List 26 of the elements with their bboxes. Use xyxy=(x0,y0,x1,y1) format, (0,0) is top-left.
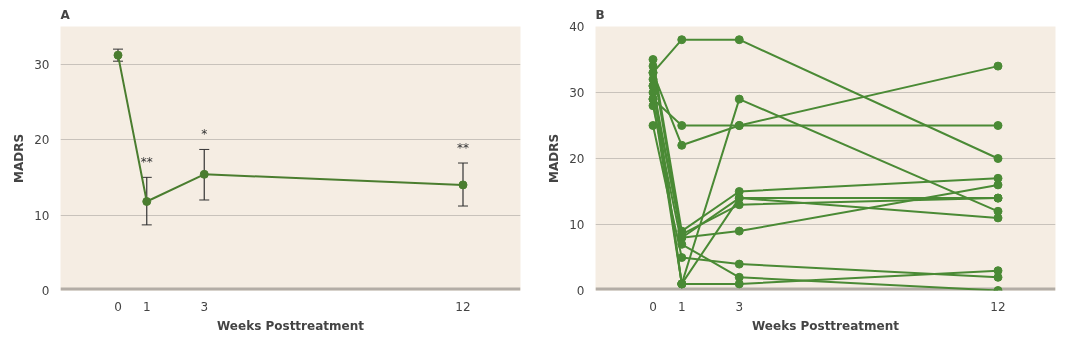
x-tick-label: 3 xyxy=(200,299,209,314)
y-axis-title: MADRS xyxy=(12,133,27,184)
y-tick-label: 30 xyxy=(569,86,585,100)
chart-title: B xyxy=(595,7,605,22)
y-tick-label: 40 xyxy=(569,20,585,34)
y-axis-title: MADRS xyxy=(547,133,562,184)
x-tick-label: 1 xyxy=(677,299,686,314)
y-tick-label: 10 xyxy=(569,218,585,232)
x-tick-label: 12 xyxy=(990,299,1006,314)
x-tick-label: 12 xyxy=(455,299,471,314)
y-tick-label: 10 xyxy=(34,208,50,223)
chart-title: A xyxy=(60,7,71,22)
y-tick-label: 20 xyxy=(569,152,585,166)
annotation: ** xyxy=(457,141,469,156)
annotation: * xyxy=(201,127,208,142)
y-tick-label: 0 xyxy=(41,284,50,298)
x-axis-title: Weeks Posttreatment xyxy=(752,318,900,333)
y-tick-label: 20 xyxy=(34,133,50,148)
y-tick-label: 0 xyxy=(576,284,585,298)
annotation: ** xyxy=(140,155,153,170)
x-tick-label: 0 xyxy=(114,299,122,314)
x-tick-label: 0 xyxy=(649,299,657,314)
y-tick-label: 30 xyxy=(34,57,50,72)
x-tick-label: 1 xyxy=(142,299,151,314)
x-axis-title: Weeks Posttreatment xyxy=(217,318,365,333)
x-tick-label: 3 xyxy=(735,299,744,314)
